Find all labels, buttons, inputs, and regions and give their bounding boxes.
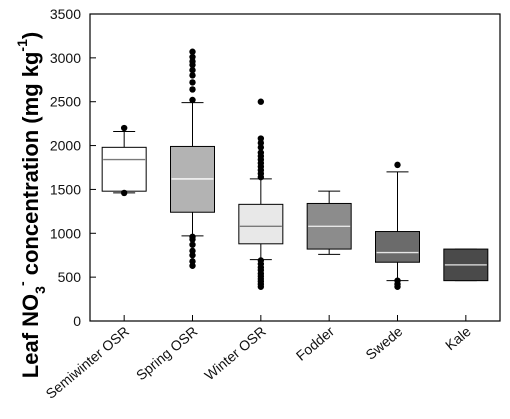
x-tick-label-5: Kale — [442, 323, 474, 353]
y-tick-label-500: 500 — [58, 269, 82, 285]
y-axis-title-unit-superscript: -1 — [14, 39, 30, 52]
outlier-2-19 — [257, 139, 265, 147]
box-2 — [238, 203, 284, 245]
outlier-1-15 — [189, 48, 196, 55]
outlier-2-18 — [257, 144, 265, 151]
y-tick-label-1500: 1500 — [50, 181, 81, 197]
outlier-1-7 — [189, 96, 196, 104]
outlier-0-1 — [120, 124, 128, 132]
x-tick-label-2: Winter OSR — [201, 323, 268, 383]
outlier-2-17 — [257, 149, 265, 156]
outlier-1-13 — [189, 58, 196, 65]
x-tick-label-4: Swede — [362, 323, 405, 363]
y-axis-title-prefix: Leaf NO — [18, 294, 43, 378]
y-axis-title-superscript: - — [14, 281, 30, 286]
y-tick-label-1000: 1000 — [50, 225, 81, 241]
x-tick-label-0: Semiwinter OSR — [43, 323, 133, 402]
svg-text:Leaf NO3- concentration (mg kg: Leaf NO3- concentration (mg kg-1) — [14, 32, 48, 378]
outlier-1-11 — [189, 66, 196, 74]
outlier-2-20 — [257, 135, 265, 142]
x-tick-label-3: Fodder — [293, 323, 338, 364]
outlier-0-0 — [120, 189, 128, 197]
outlier-1-3 — [189, 247, 196, 255]
plot-frame — [89, 13, 501, 322]
x-tick-label-1: Spring OSR — [133, 323, 201, 383]
outlier-1-8 — [189, 86, 196, 93]
y-tick-label-3000: 3000 — [50, 50, 81, 66]
y-axis-title-suffix: ) — [18, 32, 43, 39]
outlier-1-4 — [189, 241, 196, 248]
outlier-1-6 — [189, 233, 196, 240]
y-axis-title: Leaf NO3- concentration (mg kg-1) — [14, 32, 48, 378]
outlier-1-9 — [189, 79, 196, 86]
outlier-4-3 — [394, 161, 401, 169]
y-tick-label-2500: 2500 — [50, 94, 81, 110]
box-4 — [375, 231, 420, 263]
outlier-1-0 — [189, 262, 196, 269]
outlier-1-14 — [189, 53, 196, 61]
y-tick-label-0: 0 — [73, 313, 81, 329]
box-0 — [101, 146, 147, 192]
outlier-1-10 — [189, 72, 196, 79]
y-tick-label-2000: 2000 — [50, 138, 81, 154]
outlier-4-2 — [394, 277, 401, 284]
y-tick-label-3500: 3500 — [50, 6, 81, 22]
outlier-1-2 — [189, 252, 196, 259]
outlier-2-21 — [257, 98, 265, 105]
outlier-2-9 — [257, 257, 265, 264]
y-axis-title-middle: concentration (mg kg — [18, 52, 43, 282]
y-axis-title-subscript: 3 — [32, 286, 48, 294]
outlier-1-1 — [189, 258, 196, 265]
